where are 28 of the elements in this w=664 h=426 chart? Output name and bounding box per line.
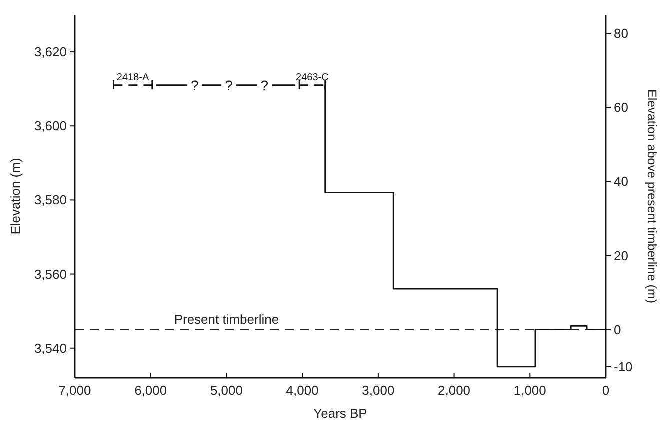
y2-tick-label: 60: [614, 100, 628, 116]
y-tick-label: 3,540: [34, 340, 67, 356]
annotation: ?: [260, 77, 269, 94]
x-tick-label: 7,000: [58, 383, 92, 398]
ref-line-label: Present timberline: [174, 312, 280, 327]
x-tick-label: 1,000: [514, 383, 546, 398]
y-tick-label: 3,560: [34, 266, 67, 282]
y-tick-label: 3,600: [34, 118, 67, 134]
x-tick-label: 0: [602, 383, 610, 398]
x-tick-label: 2,000: [438, 383, 471, 398]
x-axis-title: Years BP: [314, 406, 368, 421]
y-axis-title: Elevation (m): [8, 158, 23, 235]
annotation: ?: [190, 77, 199, 94]
y2-axis-title: Elevation above present timberline (m): [645, 90, 659, 304]
x-tick-label: 6,000: [134, 383, 168, 398]
y-tick-label: 3,580: [34, 192, 67, 208]
y2-tick-label: 20: [614, 248, 628, 264]
y2-tick-label: 40: [614, 174, 628, 190]
series-label: 2463-C: [296, 72, 329, 84]
y2-tick-label: 0: [614, 322, 622, 338]
x-tick-label: 3,000: [362, 383, 395, 398]
annotation: ?: [225, 77, 234, 94]
y2-tick-label: -10: [614, 359, 633, 374]
y-tick-label: 3,620: [34, 44, 67, 60]
y2-tick-label: 80: [614, 26, 628, 42]
series-label: 2418-A: [116, 72, 150, 84]
x-tick-label: 4,000: [286, 383, 319, 398]
x-tick-label: 5,000: [210, 383, 243, 398]
